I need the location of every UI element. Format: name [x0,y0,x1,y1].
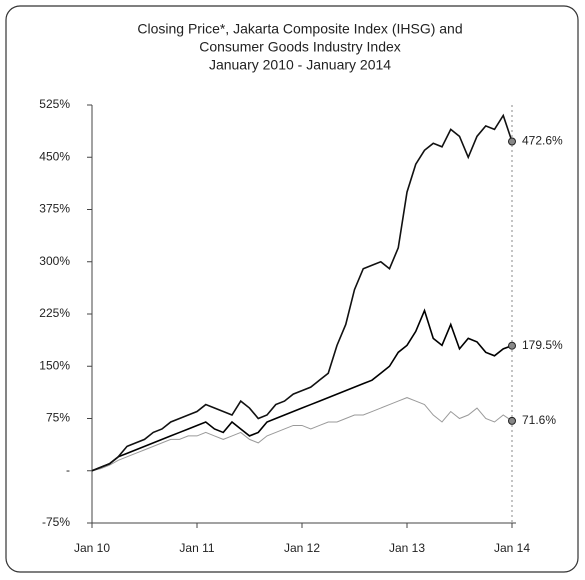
x-tick-label: Jan 12 [284,541,320,555]
end-label: 472.6% [522,134,563,148]
end-marker [508,416,516,425]
y-tick-label: 150% [39,358,70,372]
x-tick-label: Jan 11 [179,541,214,555]
frame [5,5,579,573]
line [91,308,513,472]
end-label: 179.5% [522,338,563,352]
x-tick-label: Jan 10 [74,541,110,555]
line [91,113,513,472]
end-label: 71.6% [522,413,556,427]
x-tick-label: Jan 13 [389,541,425,555]
line [91,397,513,472]
y-tick-label: 75% [46,411,70,425]
end-marker [508,341,516,350]
y-tick-label: 525% [39,97,70,111]
y-tick-label: 450% [39,149,70,163]
chart-title: Closing Price*, Jakarta Composite Index … [137,21,462,37]
y-tick-label: 225% [39,306,70,320]
x-tick-label: Jan 14 [494,541,530,555]
y-tick-label: - [66,463,70,477]
y-tick-label: 375% [39,202,70,216]
chart-title: Consumer Goods Industry Index [199,39,401,55]
y-tick-label: -75% [42,515,70,529]
y-tick-label: 300% [39,254,70,268]
end-marker [508,137,516,146]
chart-subtitle: January 2010 - January 2014 [209,57,391,73]
